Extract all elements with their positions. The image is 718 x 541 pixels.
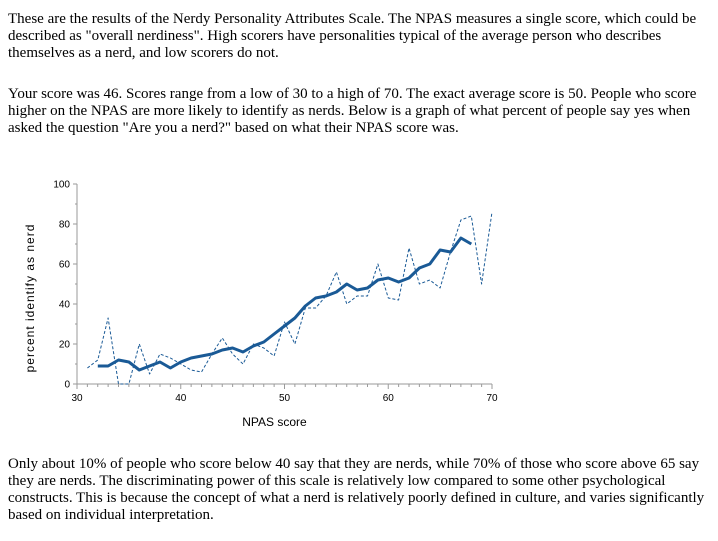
conclusion-paragraph: Only about 10% of people who score below… (8, 456, 705, 523)
y-tick-label: 80 (59, 220, 71, 231)
chart-series (87, 211, 493, 385)
x-axis-label: NPAS score (242, 415, 307, 429)
y-tick-label: 20 (59, 340, 71, 351)
chart-axes (76, 184, 492, 385)
x-tick-label: 40 (175, 393, 187, 404)
y-tick-label: 0 (64, 380, 70, 391)
x-tick-label: 50 (279, 393, 291, 404)
x-tick-label: 70 (486, 393, 498, 404)
x-tick-label: 30 (71, 393, 83, 404)
smoothed-percent-series-line (97, 236, 473, 372)
score-paragraph: Your score was 46. Scores range from a l… (8, 86, 697, 136)
y-tick-label: 100 (53, 180, 70, 191)
raw-percent-series-line (87, 211, 493, 385)
x-tick-label: 60 (383, 393, 395, 404)
nerd-percentage-chart: 0 20 40 60 80 100 30 40 50 60 70 NPAS score percen… (23, 180, 498, 430)
y-axis-label: percent identify as nerd (23, 224, 37, 373)
intro-paragraph: These are the results of the Nerdy Perso… (8, 11, 697, 61)
y-tick-label: 60 (59, 260, 71, 271)
y-tick-label: 40 (59, 300, 71, 311)
chart-ticks: 0 20 40 60 80 100 30 40 50 60 70 (53, 180, 498, 405)
